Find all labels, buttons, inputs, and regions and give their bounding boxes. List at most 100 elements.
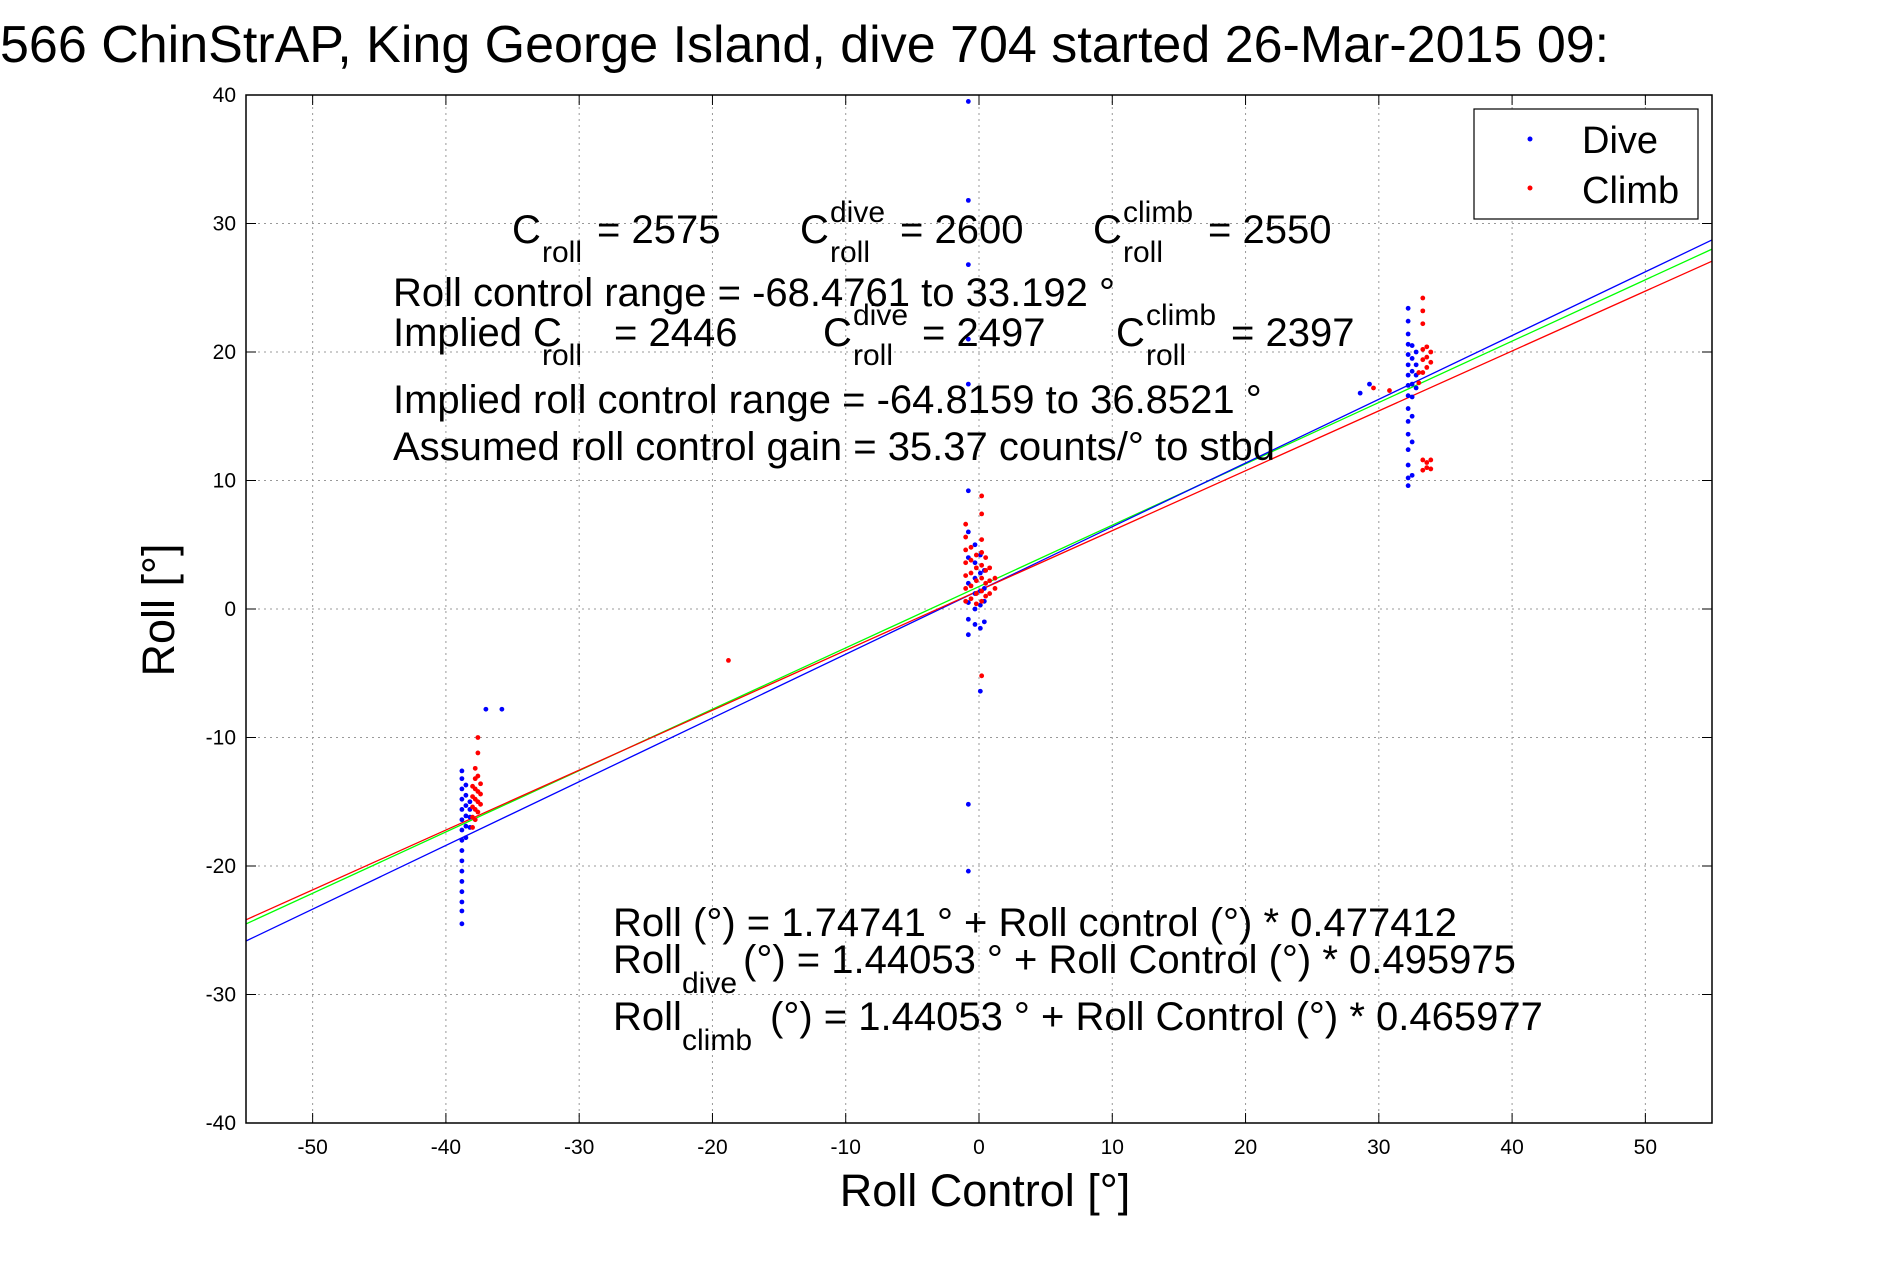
fit-climb-subscript: climb	[682, 1024, 752, 1057]
climb-point	[968, 596, 974, 602]
x-tick-label: 10	[1101, 1136, 1124, 1159]
implied-c-roll-climb-superscript: climb	[1146, 299, 1216, 332]
climb-point	[726, 658, 731, 663]
dive-point	[1405, 372, 1411, 378]
legend-label-climb: Climb	[1582, 170, 1679, 212]
fit-equation-all: Roll (°) = 1.74741 ° + Roll control (°) …	[613, 901, 1457, 945]
y-tick-label: 40	[213, 84, 236, 107]
climb-point	[979, 511, 985, 517]
dive-point	[1409, 439, 1415, 445]
climb-point	[979, 588, 985, 594]
legend-marker-dive	[1527, 136, 1533, 142]
climb-point	[968, 544, 974, 550]
dive-point	[965, 616, 971, 622]
dive-point	[459, 858, 465, 864]
axis-ticks: -50 -40 -30 -20 -10 0 10 20 30 40 50 40 30 20 10 0 -10 -2…	[206, 84, 1712, 1159]
climb-point	[979, 550, 985, 555]
implied-c-roll-dive-value: = 2497	[922, 311, 1045, 355]
dive-point	[483, 706, 489, 712]
implied-c-roll-climb-symbol: C	[1116, 311, 1145, 355]
climb-point	[968, 570, 974, 576]
dive-point	[463, 823, 469, 829]
dive-point	[1413, 385, 1419, 391]
dive-point	[965, 801, 971, 807]
dive-point	[1405, 318, 1411, 324]
climb-point	[1416, 380, 1422, 386]
dive-point	[1405, 483, 1411, 489]
climb-point	[983, 568, 989, 573]
dive-point	[463, 813, 469, 819]
climb-point	[979, 598, 985, 604]
climb-point	[1420, 467, 1426, 473]
climb-point	[1424, 465, 1430, 471]
implied-c-roll-dive-symbol: C	[823, 311, 852, 355]
dive-point	[1405, 383, 1411, 388]
climb-point	[1420, 457, 1426, 463]
climb-point	[1420, 357, 1426, 363]
climb-point	[963, 547, 969, 553]
climb-point	[475, 773, 481, 779]
dive-point	[1405, 305, 1411, 311]
climb-point	[1387, 388, 1392, 393]
dive-point	[977, 602, 983, 608]
dive-point	[467, 799, 473, 805]
climb-point	[973, 552, 979, 558]
c-roll-annotation: C roll = 2575 C dive roll = 2600 C climb…	[512, 196, 1331, 269]
legend-marker-climb	[1527, 185, 1533, 191]
c-roll-climb-superscript: climb	[1123, 196, 1193, 229]
c-roll-dive-value: = 2600	[900, 208, 1023, 252]
y-tick-label: -30	[206, 984, 236, 1007]
dive-point	[1409, 472, 1415, 478]
climb-point	[963, 586, 969, 591]
dive-point	[965, 381, 971, 387]
dive-point	[972, 542, 978, 548]
dive-point	[459, 848, 465, 853]
dive-point	[459, 837, 465, 843]
dive-point	[459, 768, 465, 774]
dive-point	[965, 868, 971, 874]
implied-c-roll-climb-value: = 2397	[1231, 311, 1354, 355]
dive-point	[972, 606, 978, 612]
climb-point	[963, 521, 969, 527]
dive-point	[1409, 343, 1415, 348]
dive-point	[1409, 381, 1415, 387]
implied-roll-control-range: Implied roll control range = -64.8159 to…	[393, 378, 1262, 422]
dive-point	[499, 706, 505, 712]
dive-point	[463, 803, 469, 809]
climb-point	[1420, 370, 1426, 375]
legend: Dive Climb	[1473, 108, 1699, 220]
fit-dive-roll-word: Roll	[613, 938, 682, 982]
dive-point	[459, 786, 465, 792]
climb-point	[475, 809, 481, 815]
dive-point	[1409, 394, 1415, 400]
dive-point	[1357, 390, 1363, 396]
dive-point	[1405, 331, 1411, 337]
implied-c-roll-dive-subscript: roll	[853, 339, 893, 372]
climb-point	[1424, 460, 1430, 465]
implied-c-annotation: Implied C roll = 2446 C dive roll = 2497…	[393, 299, 1354, 372]
climb-point	[973, 565, 979, 571]
dive-point	[1405, 431, 1411, 437]
dive-point	[977, 625, 983, 631]
c-roll-climb-symbol: C	[1093, 208, 1122, 252]
dive-point	[1405, 393, 1411, 399]
climb-point	[968, 557, 974, 563]
implied-c-roll-climb-subscript: roll	[1146, 339, 1186, 372]
x-tick-label: 40	[1500, 1136, 1523, 1159]
dive-point	[965, 336, 971, 342]
climb-point	[1424, 365, 1430, 370]
assumed-roll-control-gain: Assumed roll control gain = 35.37 counts…	[393, 425, 1275, 469]
climb-point	[973, 591, 979, 596]
climb-point	[963, 573, 969, 578]
dive-point	[1409, 368, 1415, 374]
dive-point	[977, 570, 983, 576]
climb-point	[1416, 370, 1422, 375]
dive-point	[965, 632, 971, 638]
dive-point	[1367, 381, 1372, 387]
climb-point	[472, 765, 478, 771]
c-roll-dive-subscript: roll	[830, 236, 870, 269]
climb-point	[983, 593, 989, 599]
climb-point	[979, 562, 985, 568]
climb-point	[1420, 347, 1426, 352]
climb-point	[475, 735, 481, 740]
